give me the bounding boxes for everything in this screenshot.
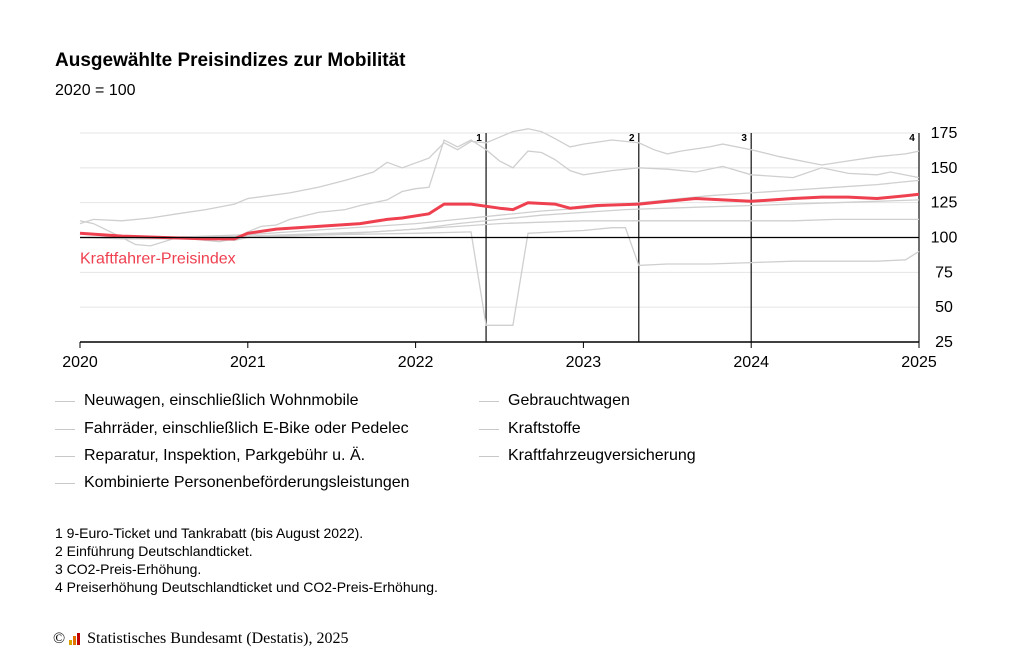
footnotes: 1 9-Euro-Ticket und Tankrabatt (bis Augu… [55,524,438,596]
x-tick-label: 2021 [230,354,266,371]
y-tick-label: 25 [935,334,953,351]
legend-label: Gebrauchtwagen [508,392,630,409]
legend-swatch [55,455,75,457]
legend-item-reparatur: Reparatur, Inspektion, Parkgebühr u. Ä. [55,447,365,465]
y-tick-label: 175 [931,125,958,142]
y-tick-label: 75 [935,264,953,281]
footnote: 4 Preiserhöhung Deutschlandticket und CO… [55,579,438,595]
series-line [79,139,920,247]
series-line [79,128,920,225]
legend-item-personenbefoerderung: Kombinierte Personenbeförderungsleistung… [55,474,410,492]
legend-item-kraftstoffe: Kraftstoffe [479,420,581,438]
y-tick-label: 50 [935,299,953,316]
legend-swatch [479,428,499,430]
footnote: 3 CO2-Preis-Erhöhung. [55,561,202,577]
legend-label: Kombinierte Personenbeförderungsleistung… [84,474,410,491]
legend-label: Fahrräder, einschließlich E-Bike oder Pe… [84,420,409,437]
legend: Neuwagen, einschließlich Wohnmobile Gebr… [55,392,775,502]
y-tick-label: 150 [931,160,958,177]
chart-title: Ausgewählte Preisindizes zur Mobilität [55,50,406,71]
chart-subtitle: 2020 = 100 [55,82,136,99]
legend-item-versicherung: Kraftfahrzeugversicherung [479,447,696,465]
x-tick-label: 2022 [398,354,434,371]
legend-item-fahrraeder: Fahrräder, einschließlich E-Bike oder Pe… [55,420,409,438]
y-tick-label: 125 [931,195,958,212]
event-marker-label: 4 [909,133,915,144]
series-lines: Kraftfahrer-Preisindex [79,128,920,326]
y-tick-label: 100 [931,230,958,247]
series-line [80,179,920,239]
event-marker-label: 1 [476,133,482,144]
legend-label: Kraftfahrzeugversicherung [508,447,696,464]
series-line [80,227,920,326]
gridlines [80,132,919,308]
x-tick-label: 2025 [901,354,937,371]
highlight-series-label: Kraftfahrer-Preisindex [80,251,236,268]
event-marker-label: 3 [741,133,747,144]
series-line [80,199,920,239]
legend-swatch [479,455,499,457]
source-credit: © Statistisches Bundesamt (Destatis), 20… [53,630,348,648]
destatis-logo-icon [69,633,81,645]
legend-swatch [55,428,75,430]
copyright-symbol: © [53,630,66,647]
legend-swatch [55,482,75,484]
legend-item-neuwagen: Neuwagen, einschließlich Wohnmobile [55,392,359,410]
legend-swatch [479,400,499,402]
footnote: 1 9-Euro-Ticket und Tankrabatt (bis Augu… [55,525,364,541]
highlight-series-line [79,192,920,241]
source-text: Statistisches Bundesamt (Destatis), 2025 [87,630,349,647]
footnote: 2 Einführung Deutschlandticket. [55,543,253,559]
axes: 2020 2021 2022 2023 2024 20252550751001251501… [62,125,957,371]
x-tick-label: 2023 [566,354,602,371]
legend-label: Kraftstoffe [508,420,581,437]
legend-swatch [55,400,75,402]
legend-label: Neuwagen, einschließlich Wohnmobile [84,392,359,409]
legend-label: Reparatur, Inspektion, Parkgebühr u. Ä. [84,447,366,464]
x-tick-label: 2024 [733,354,769,371]
legend-item-gebrauchtwagen: Gebrauchtwagen [479,392,630,410]
x-tick-label: 2020 [62,354,98,371]
line-chart: 1 2 3 4 Kraftfahrer-Preisindex 2020 2021 2022… [62,125,957,371]
event-marker-label: 2 [629,133,635,144]
